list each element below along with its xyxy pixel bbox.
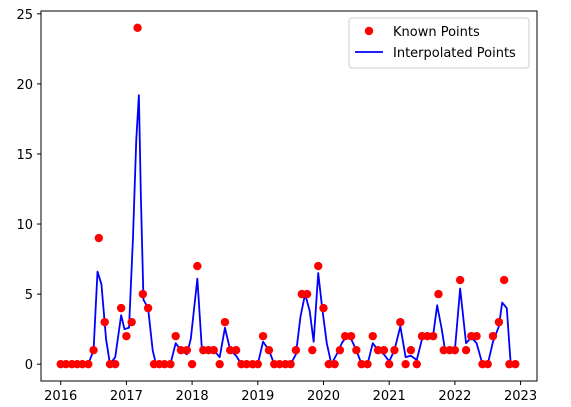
- plot-area: [56, 23, 520, 369]
- known-point-marker: [499, 275, 509, 285]
- known-point-marker: [396, 317, 405, 327]
- known-point-marker: [450, 345, 460, 355]
- known-point-marker: [215, 359, 224, 369]
- known-point-marker: [258, 331, 268, 341]
- known-point-marker: [94, 233, 104, 243]
- known-point-marker: [363, 359, 372, 369]
- known-point-marker: [340, 331, 350, 341]
- known-point-marker: [122, 331, 131, 341]
- known-point-marker: [100, 317, 109, 327]
- known-point-marker: [483, 359, 492, 369]
- known-point-marker: [84, 359, 93, 369]
- x-tick-label: 2018: [176, 389, 209, 404]
- known-point-marker: [379, 345, 389, 355]
- x-tick-label: 2023: [504, 389, 537, 404]
- known-point-marker: [368, 331, 377, 341]
- x-tick-label: 2019: [241, 389, 274, 404]
- x-tick-label: 2016: [44, 389, 77, 404]
- known-point-marker: [171, 331, 180, 341]
- known-point-marker: [182, 345, 192, 355]
- known-point-marker: [116, 303, 126, 313]
- known-point-marker: [319, 303, 328, 313]
- known-point-marker: [111, 359, 120, 369]
- known-point-marker: [461, 345, 471, 355]
- legend-box: [348, 17, 530, 69]
- legend: Known Points Interpolated Points: [348, 17, 530, 69]
- known-point-marker: [472, 331, 481, 341]
- known-point-marker: [434, 289, 443, 299]
- known-point-marker: [133, 23, 142, 33]
- known-point-marker: [253, 359, 262, 369]
- known-point-marker: [406, 345, 416, 355]
- known-point-marker: [346, 331, 356, 341]
- axes-frame: [40, 10, 538, 382]
- known-point-marker: [314, 261, 323, 271]
- x-tick-label: 2020: [307, 389, 340, 404]
- known-point-marker: [302, 289, 312, 299]
- x-tick-label: 2022: [438, 389, 471, 404]
- known-point-marker: [401, 359, 410, 369]
- known-point-marker: [429, 331, 438, 341]
- known-point-marker: [455, 275, 465, 285]
- known-point-marker: [220, 317, 230, 327]
- known-point-marker: [335, 345, 345, 355]
- known-point-marker: [166, 359, 175, 369]
- known-point-marker: [412, 359, 421, 369]
- known-point-marker: [226, 345, 235, 355]
- known-point-marker: [209, 345, 218, 355]
- y-tick-label: 0: [25, 358, 33, 373]
- known-point-marker: [61, 359, 71, 369]
- legend-label: Interpolated Points: [393, 46, 516, 61]
- known-point-marker: [176, 345, 186, 355]
- known-point-marker: [324, 359, 333, 369]
- known-point-marker: [242, 359, 251, 369]
- known-point-marker: [439, 345, 448, 355]
- interpolated-points-line: [60, 94, 516, 366]
- known-point-marker: [505, 359, 514, 369]
- y-tick-label: 25: [16, 8, 33, 23]
- y-tick-label: 15: [16, 148, 33, 163]
- known-point-marker: [275, 359, 284, 369]
- known-point-marker: [373, 345, 383, 355]
- y-tick-label: 20: [16, 78, 33, 93]
- known-point-marker: [231, 345, 241, 355]
- known-point-marker: [127, 317, 136, 327]
- known-point-marker: [330, 359, 339, 369]
- known-point-marker: [89, 345, 98, 355]
- known-point-marker: [423, 331, 432, 341]
- known-point-marker: [390, 345, 399, 355]
- x-tick-label: 2021: [373, 389, 406, 404]
- y-tick-label: 10: [16, 218, 33, 233]
- legend-marker-known-points: [364, 26, 374, 36]
- known-point-marker: [193, 261, 202, 271]
- known-point-marker: [291, 345, 301, 355]
- known-point-marker: [488, 331, 498, 341]
- known-point-marker: [138, 289, 148, 299]
- known-point-marker: [286, 359, 295, 369]
- known-point-marker: [264, 345, 274, 355]
- legend-label: Known Points: [393, 25, 480, 40]
- known-point-marker: [511, 359, 520, 369]
- x-tick-label: 2017: [110, 389, 143, 404]
- known-point-marker: [187, 359, 197, 369]
- known-point-marker: [78, 359, 87, 369]
- known-point-marker: [352, 345, 361, 355]
- y-axis: 0 5 10 15 20 25: [16, 8, 41, 373]
- known-point-marker: [384, 359, 394, 369]
- known-point-marker: [357, 359, 366, 369]
- known-point-marker: [143, 303, 153, 313]
- known-point-marker: [160, 359, 169, 369]
- x-axis: 2016 2017 2018 2019 2020 2021 2022 2023: [44, 381, 537, 404]
- y-tick-label: 5: [25, 288, 33, 303]
- known-point-marker: [308, 345, 317, 355]
- known-point-marker: [494, 317, 504, 327]
